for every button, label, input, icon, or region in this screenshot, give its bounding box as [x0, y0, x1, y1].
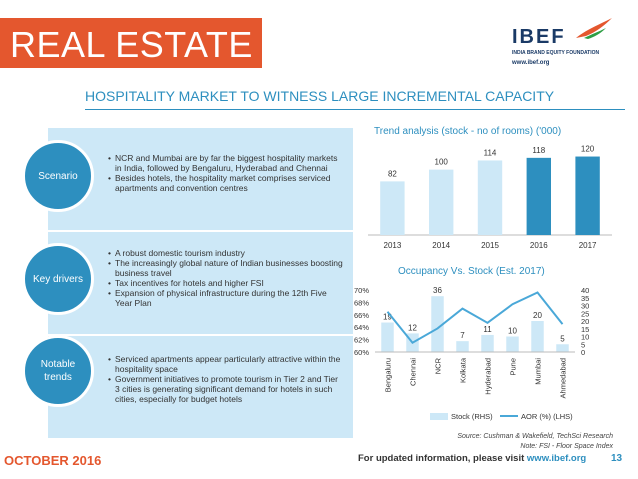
key-drivers-list: A robust domestic tourism industry The i…	[108, 248, 345, 308]
key-driver-bullet: The increasingly global nature of Indian…	[108, 258, 345, 278]
headline-divider	[85, 109, 625, 110]
footer-date: OCTOBER 2016	[4, 453, 102, 468]
left-axis-tick: 64%	[354, 323, 369, 332]
right-axis-tick: 15	[581, 325, 589, 334]
stock-data-label: 19	[383, 313, 392, 322]
category-label: NCR	[434, 357, 443, 374]
bar	[526, 157, 551, 235]
bird-icon	[576, 18, 612, 39]
logo-name: IBEF	[512, 26, 566, 48]
x-tick-label: 2015	[481, 241, 499, 250]
stock-data-label: 36	[433, 286, 442, 295]
stock-bar	[481, 334, 494, 352]
right-axis-tick: 10	[581, 333, 589, 342]
category-label: Kolkata	[459, 357, 468, 383]
trend-chart-title: Trend analysis (stock - no of rooms) ('0…	[374, 126, 562, 137]
logo-subtitle: INDIA BRAND EQUITY FOUNDATION	[512, 50, 600, 56]
notable-trend-bullet: Serviced apartments appear particularly …	[108, 354, 345, 374]
note-text: Note: FSI - Floor Space Index	[520, 443, 613, 450]
x-tick-label: 2016	[530, 241, 548, 250]
data-label: 118	[532, 146, 545, 155]
notable-trends-list: Serviced apartments appear particularly …	[108, 354, 345, 404]
category-label: Pune	[509, 358, 518, 376]
left-axis-tick: 66%	[354, 311, 369, 320]
right-axis-tick: 35	[581, 294, 589, 303]
data-label: 82	[388, 169, 397, 178]
stock-bar	[381, 322, 394, 352]
key-drivers-panel: A robust domestic tourism industry The i…	[48, 232, 353, 334]
notable-trends-label: Notable trends	[40, 359, 76, 383]
page-number: 13	[611, 453, 623, 464]
section-title: REAL ESTATE	[10, 24, 253, 65]
scenario-panel: NCR and Mumbai are by far the biggest ho…	[48, 128, 353, 230]
stock-data-label: 7	[460, 331, 465, 340]
bar	[575, 156, 600, 235]
right-axis-tick: 40	[581, 286, 589, 295]
left-axis-tick: 60%	[354, 348, 369, 357]
stock-bar	[456, 341, 469, 352]
occupancy-chart: 60%62%64%66%68%70%051015202530354019Beng…	[354, 286, 589, 421]
stock-bar	[431, 296, 444, 352]
data-label: 114	[484, 148, 497, 157]
key-driver-bullet: Expansion of physical infrastructure dur…	[108, 288, 345, 308]
logo-url: www.ibef.org	[512, 60, 550, 66]
scenario-bullet: NCR and Mumbai are by far the biggest ho…	[108, 153, 345, 173]
trend-chart: 82 2013 100 2014 114 2015 118 2016 120 2017	[368, 145, 612, 250]
occupancy-chart-title: Occupancy Vs. Stock (Est. 2017)	[398, 266, 545, 277]
category-label: Mumbai	[534, 358, 543, 385]
scenario-list: NCR and Mumbai are by far the biggest ho…	[108, 153, 345, 193]
stock-bar	[556, 344, 569, 352]
footer-link[interactable]: www.ibef.org	[526, 453, 587, 464]
stock-bar	[506, 336, 519, 352]
bar	[380, 181, 405, 235]
stock-data-label: 5	[560, 334, 565, 343]
data-label: 100	[435, 158, 449, 167]
footer-text: For updated information, please visit	[358, 453, 527, 464]
section-title-bar: REAL ESTATE	[0, 18, 262, 68]
legend-swatch-stock	[430, 413, 448, 420]
scenario-label: Scenario	[38, 170, 78, 182]
right-axis-tick: 0	[581, 348, 585, 357]
data-label: 120	[581, 145, 595, 154]
x-tick-label: 2014	[432, 241, 450, 250]
x-tick-label: 2013	[384, 241, 402, 250]
notable-trends-label-circle: Notable trends	[22, 335, 94, 407]
footer-note: For updated information, please visit ww…	[358, 453, 586, 464]
legend-label-aor: AOR (%) (LHS)	[521, 412, 573, 421]
bar	[477, 160, 503, 235]
legend-label-stock: Stock (RHS)	[451, 412, 493, 421]
stock-data-label: 10	[508, 327, 517, 336]
category-label: Bengaluru	[384, 358, 393, 392]
key-driver-bullet: Tax incentives for hotels and higher FSI	[108, 278, 345, 288]
notable-trend-bullet: Government initiatives to promote touris…	[108, 374, 345, 404]
stock-data-label: 12	[408, 323, 417, 332]
source-text: Source: Cushman & Wakefield, TechSci Res…	[457, 433, 613, 440]
right-axis-tick: 20	[581, 317, 589, 326]
left-axis-tick: 68%	[354, 298, 369, 307]
aor-line	[386, 291, 564, 344]
scenario-bullet: Besides hotels, the hospitality market c…	[108, 173, 345, 193]
left-axis-tick: 62%	[354, 336, 369, 345]
stock-data-label: 11	[483, 325, 492, 334]
left-axis-tick: 70%	[354, 286, 369, 295]
key-drivers-label-circle: Key drivers	[22, 243, 94, 315]
stock-bar	[531, 321, 544, 352]
right-axis-tick: 5	[581, 340, 585, 349]
stock-data-label: 20	[533, 311, 542, 320]
right-axis-tick: 25	[581, 309, 589, 318]
category-label: Hyderabad	[484, 358, 493, 395]
notable-trends-panel: Serviced apartments appear particularly …	[48, 336, 353, 438]
category-label: Chennai	[409, 358, 418, 386]
ibef-logo[interactable]: IBEF INDIA BRAND EQUITY FOUNDATION www.i…	[512, 16, 622, 72]
x-tick-label: 2017	[579, 241, 597, 250]
key-drivers-label: Key drivers	[32, 273, 83, 285]
page-headline: HOSPITALITY MARKET TO WITNESS LARGE INCR…	[85, 88, 555, 104]
scenario-label-circle: Scenario	[22, 140, 94, 212]
key-driver-bullet: A robust domestic tourism industry	[108, 248, 345, 258]
category-label: Ahmedabad	[559, 358, 568, 398]
right-axis-tick: 30	[581, 302, 589, 311]
bar	[429, 169, 454, 235]
